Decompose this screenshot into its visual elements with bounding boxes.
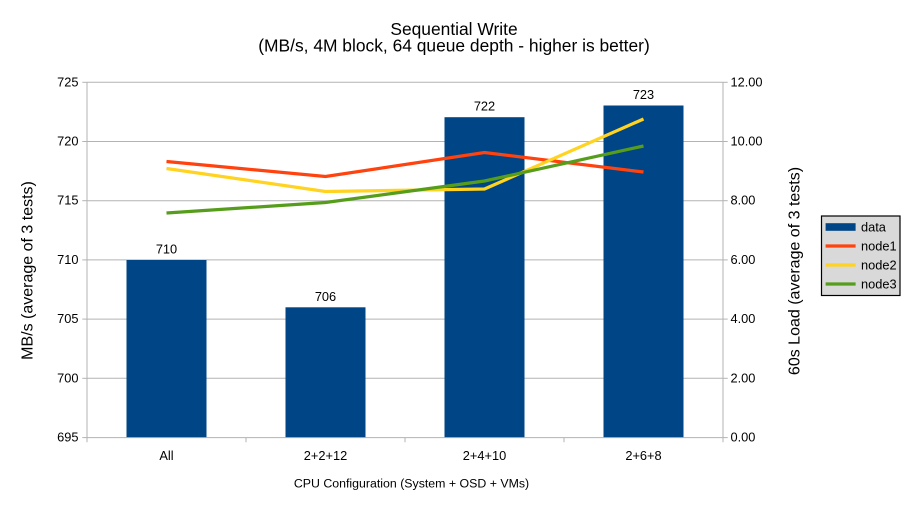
svg-text:All: All [159,448,173,463]
svg-text:2+6+8: 2+6+8 [625,448,661,463]
svg-text:60s Load (average of 3 tests): 60s Load (average of 3 tests) [787,167,804,375]
svg-text:710: 710 [156,242,177,257]
svg-text:706: 706 [315,289,336,304]
svg-text:4.00: 4.00 [731,311,756,326]
svg-text:700: 700 [57,370,78,385]
svg-text:0.00: 0.00 [731,430,756,445]
svg-text:722: 722 [474,99,495,114]
svg-text:6.00: 6.00 [731,252,756,267]
svg-text:720: 720 [57,134,78,149]
svg-text:723: 723 [633,87,654,102]
svg-text:725: 725 [57,74,78,89]
svg-text:2+2+12: 2+2+12 [304,448,347,463]
svg-text:Sequential Write: Sequential Write [390,19,517,39]
svg-text:12.00: 12.00 [731,74,763,89]
svg-text:695: 695 [57,430,78,445]
svg-text:715: 715 [57,193,78,208]
svg-text:(MB/s, 4M block, 64 queue dept: (MB/s, 4M block, 64 queue depth - higher… [258,36,650,56]
svg-text:CPU Configuration (System + OS: CPU Configuration (System + OSD + VMs) [294,477,529,491]
svg-text:2+4+10: 2+4+10 [463,448,506,463]
svg-text:MB/s (average of 3 tests): MB/s (average of 3 tests) [20,181,37,360]
svg-text:node1: node1 [861,239,897,254]
svg-text:8.00: 8.00 [731,193,756,208]
svg-text:10.00: 10.00 [731,134,763,149]
svg-text:710: 710 [57,252,78,267]
svg-text:node2: node2 [861,258,897,273]
svg-text:705: 705 [57,311,78,326]
svg-text:data: data [861,220,887,235]
svg-text:2.00: 2.00 [731,370,756,385]
svg-text:node3: node3 [861,277,897,292]
